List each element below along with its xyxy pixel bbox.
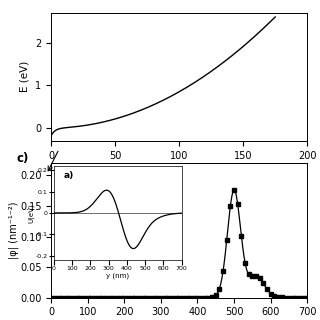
- Y-axis label: |φ| (nm⁻¹⁻²): |φ| (nm⁻¹⁻²): [8, 202, 19, 259]
- Text: c): c): [17, 152, 29, 165]
- Y-axis label: E (eV): E (eV): [20, 61, 30, 92]
- X-axis label: Eigenvalue number: Eigenvalue number: [128, 166, 230, 176]
